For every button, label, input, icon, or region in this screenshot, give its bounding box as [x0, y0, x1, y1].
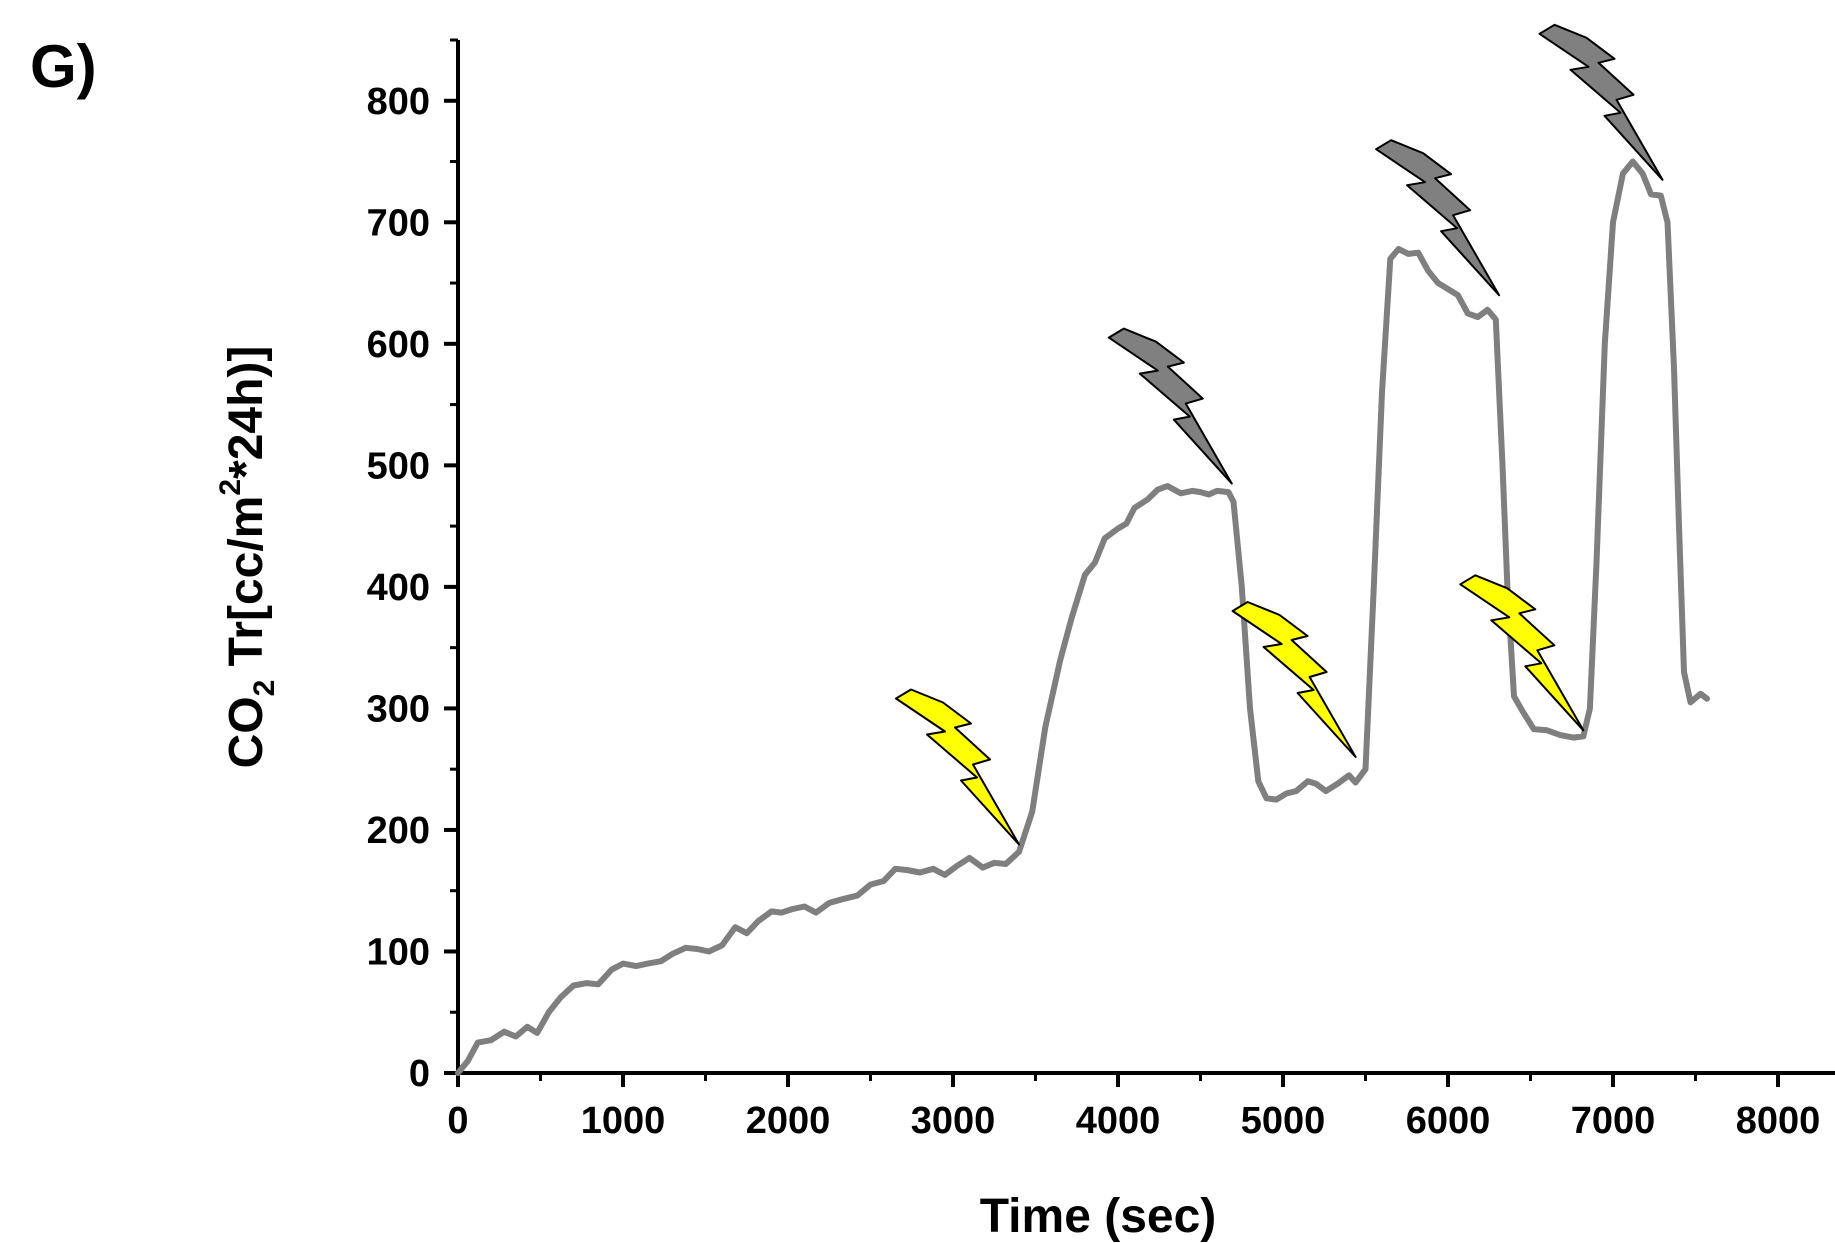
annotations	[895, 23, 1664, 846]
panel-label: G)	[30, 33, 97, 100]
y-tick-label: 0	[409, 1053, 430, 1095]
x-tick-label: 2000	[746, 1100, 831, 1142]
y-tick-label: 200	[367, 810, 430, 852]
y-tick-label: 700	[367, 202, 430, 244]
lightning-bolt-yellow-icon	[1459, 574, 1585, 732]
lightning-bolt-yellow-icon	[895, 688, 1020, 846]
y-tick-label: 300	[367, 688, 430, 730]
lightning-bolt-gray-icon	[1107, 327, 1233, 485]
x-tick-label: 5000	[1241, 1100, 1326, 1142]
lightning-bolt-gray-icon	[1375, 139, 1501, 297]
series-line	[455, 158, 1710, 1076]
lightning-bolt-gray-icon	[1538, 23, 1664, 181]
x-tick-label: 4000	[1076, 1100, 1161, 1142]
x-tick-label: 3000	[911, 1100, 996, 1142]
ticks: 0 1000 2000 3000 4000 5000 6000 7000 8000 0 100 200…	[367, 38, 1821, 1142]
y-tick-label: 500	[367, 445, 430, 487]
x-tick-label: 6000	[1406, 1100, 1491, 1142]
y-tick-label: 400	[367, 567, 430, 609]
x-tick-label: 1000	[581, 1100, 666, 1142]
y-tick-label: 100	[367, 931, 430, 973]
series-layer	[455, 158, 1710, 1076]
y-tick-label: 600	[367, 324, 430, 366]
x-tick-label: 7000	[1571, 1100, 1656, 1142]
x-tick-label: 0	[447, 1100, 468, 1142]
x-tick-label: 8000	[1736, 1100, 1821, 1142]
y-axis-title: CO2 Tr[cc/m2*24h)]	[214, 346, 281, 769]
axes	[456, 40, 1835, 1075]
x-axis-title: Time (sec)	[980, 1190, 1217, 1243]
y-tick-label: 800	[367, 81, 430, 123]
axis-titles: Time (sec) CO2 Tr[cc/m2*24h)]	[214, 346, 1216, 1243]
lightning-bolt-yellow-icon	[1231, 601, 1357, 758]
